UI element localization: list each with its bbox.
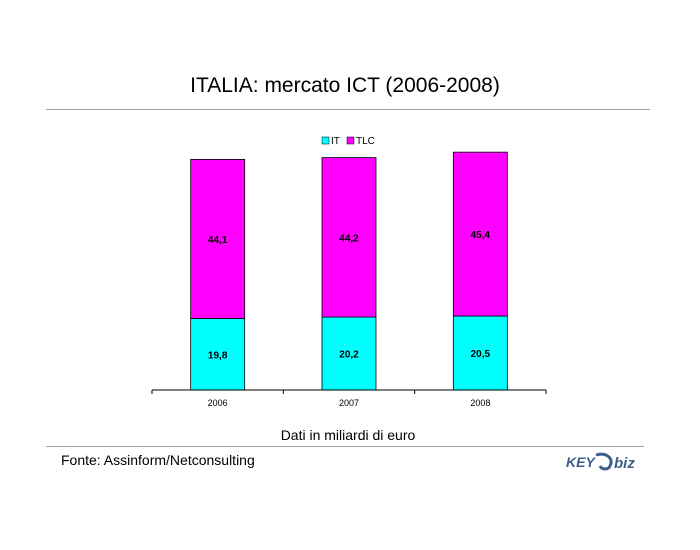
x-tick-label-2007: 2007: [339, 398, 359, 408]
bar-tlc-2007: [321, 157, 377, 318]
data-label-it-2008: 20,5: [471, 349, 491, 360]
bar-it-2007: [321, 316, 377, 391]
key4biz-logo: KEY biz: [566, 452, 635, 472]
data-label-it-2007: 20,2: [339, 350, 359, 361]
units-note: Dati in miliardi di euro: [280, 427, 416, 443]
bar-it-2006: [190, 318, 246, 391]
bar-tlc-2006: [190, 158, 246, 319]
data-label-tlc-2006: 44,1: [208, 235, 228, 246]
data-label-tlc-2008: 45,4: [471, 230, 491, 241]
legend-swatch-tlc: [346, 136, 355, 145]
top-divider: [46, 109, 650, 110]
legend-label-tlc: TLC: [356, 136, 375, 147]
x-tick-label-2006: 2006: [208, 398, 228, 408]
source-credit: Fonte: Assinform/Netconsulting: [61, 452, 255, 468]
data-label-tlc-2007: 44,2: [339, 233, 359, 244]
x-tick-label-2008: 2008: [470, 398, 490, 408]
svg-text:KEY: KEY: [566, 454, 596, 470]
legend-label-it: IT: [331, 136, 340, 147]
data-label-it-2006: 19,8: [208, 350, 228, 361]
stacked-bar-chart: IT TLC 19,8 44,1 2006 20,2 44,2 2007 20,5 45,4 200…: [151, 136, 547, 408]
bar-tlc-2008: [452, 151, 508, 317]
bar-it-2008: [452, 315, 508, 391]
legend-swatch-it: [321, 136, 330, 145]
chart-title: ITALIA: mercato ICT (2006-2008): [190, 74, 500, 97]
bottom-divider: [46, 446, 644, 447]
svg-text:biz: biz: [614, 455, 635, 472]
